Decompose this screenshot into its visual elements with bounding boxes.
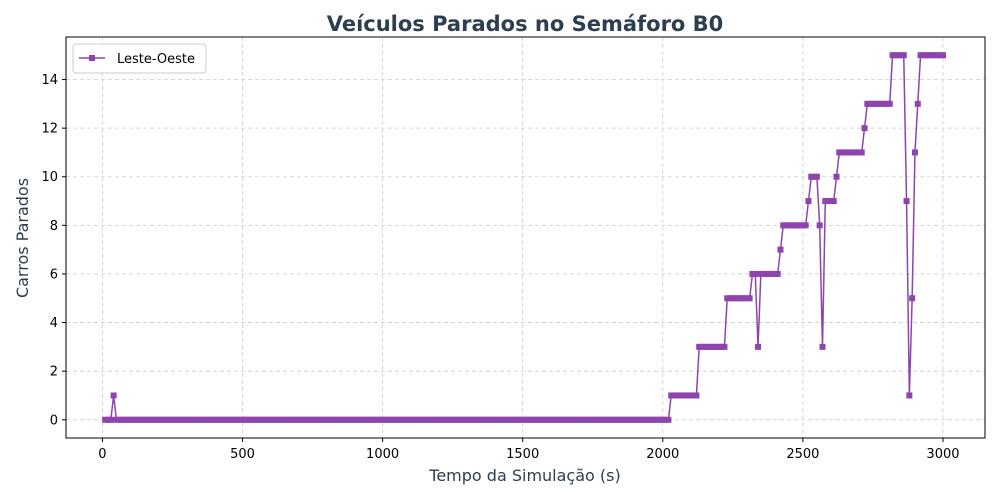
x-tick-label: 0	[98, 447, 106, 462]
data-point	[107, 416, 114, 423]
data-point	[833, 173, 840, 180]
data-point	[816, 222, 823, 229]
data-point	[819, 343, 826, 350]
series-markers	[102, 52, 946, 423]
data-point	[752, 270, 759, 277]
grid	[66, 37, 985, 438]
y-axis-title: Carros Parados	[13, 178, 32, 298]
data-point	[774, 270, 781, 277]
y-tick-label: 14	[41, 73, 58, 88]
x-tick-label: 2500	[786, 447, 819, 462]
data-point	[721, 343, 728, 350]
data-point	[903, 198, 910, 205]
y-tick-label: 6	[50, 267, 58, 282]
data-point	[746, 295, 753, 302]
series-layer	[102, 52, 946, 423]
data-point	[755, 343, 762, 350]
data-point	[110, 392, 117, 399]
data-point	[830, 198, 837, 205]
legend-box	[72, 43, 207, 74]
data-point	[911, 149, 918, 156]
y-tick-label: 12	[41, 122, 58, 137]
legend-label: Leste-Oeste	[117, 52, 195, 67]
data-point	[909, 295, 916, 302]
data-point	[813, 173, 820, 180]
x-tick-label: 2000	[646, 447, 679, 462]
data-point	[858, 149, 865, 156]
y-tick-label: 10	[41, 170, 58, 185]
legend-marker	[89, 55, 95, 61]
data-point	[900, 52, 907, 59]
data-point	[777, 246, 784, 253]
x-axis-title: Tempo da Simulação (s)	[428, 466, 620, 485]
y-tick-label: 0	[50, 413, 58, 428]
data-point	[906, 392, 913, 399]
y-axis: 0 2 4 6 8 10 12 14	[41, 73, 66, 428]
legend: Leste-Oeste	[72, 43, 207, 74]
data-point	[693, 392, 700, 399]
y-tick-label: 8	[50, 219, 58, 234]
y-tick-label: 2	[50, 365, 58, 380]
data-point	[939, 52, 946, 59]
data-point	[805, 198, 812, 205]
data-point	[886, 100, 893, 107]
data-point	[914, 100, 921, 107]
x-tick-label: 500	[230, 447, 255, 462]
y-tick-label: 4	[50, 316, 58, 331]
data-point	[861, 125, 868, 132]
data-point	[802, 222, 809, 229]
x-tick-label: 3000	[926, 447, 959, 462]
x-tick-label: 1000	[366, 447, 399, 462]
chart-title: Veículos Parados no Semáforo B0	[327, 12, 724, 36]
x-axis: 0 500 1000 1500 2000 2500 3000	[98, 438, 960, 462]
plot-frame	[65, 36, 986, 439]
x-tick-label: 1500	[506, 447, 539, 462]
series-line	[105, 54, 943, 421]
data-point	[665, 416, 672, 423]
